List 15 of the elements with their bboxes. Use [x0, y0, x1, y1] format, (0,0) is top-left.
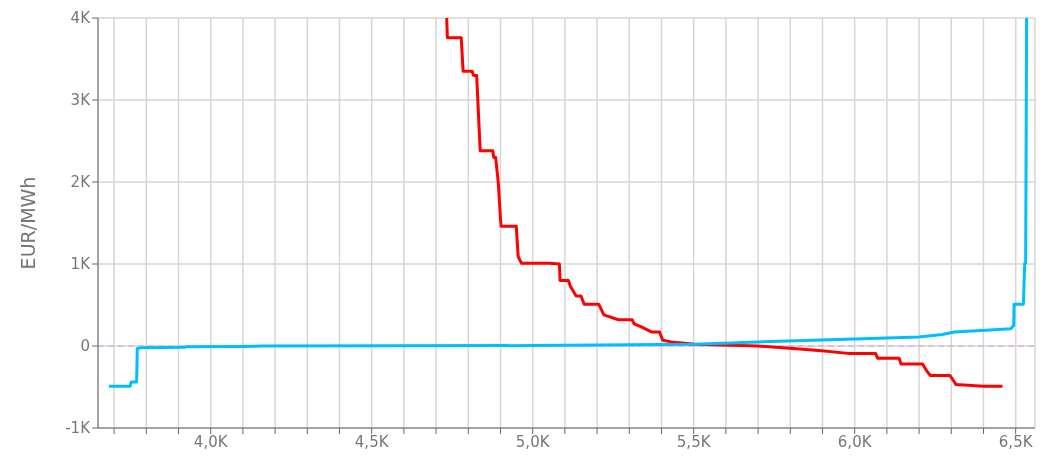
line-series — [445, 18, 1004, 388]
y-tick-label: 0 — [80, 337, 90, 356]
x-tick-label: 6,0K — [837, 432, 873, 451]
line-series — [107, 18, 1029, 388]
y-tick-label: 2K — [70, 173, 92, 192]
y-tick-label: 3K — [70, 91, 92, 110]
x-tick-label: 5,0K — [515, 432, 551, 451]
y-tick-label: 1K — [70, 255, 92, 274]
y-axis-title: EUR/MWh — [16, 176, 39, 270]
y-tick-label: 4K — [70, 9, 92, 28]
x-tick-label: 4,0K — [193, 432, 229, 451]
x-tick-label: 5,5K — [676, 432, 712, 451]
x-tick-label: 6,5K — [998, 432, 1034, 451]
y-tick-label: -1K — [65, 419, 92, 438]
x-tick-label: 4,5K — [354, 432, 390, 451]
